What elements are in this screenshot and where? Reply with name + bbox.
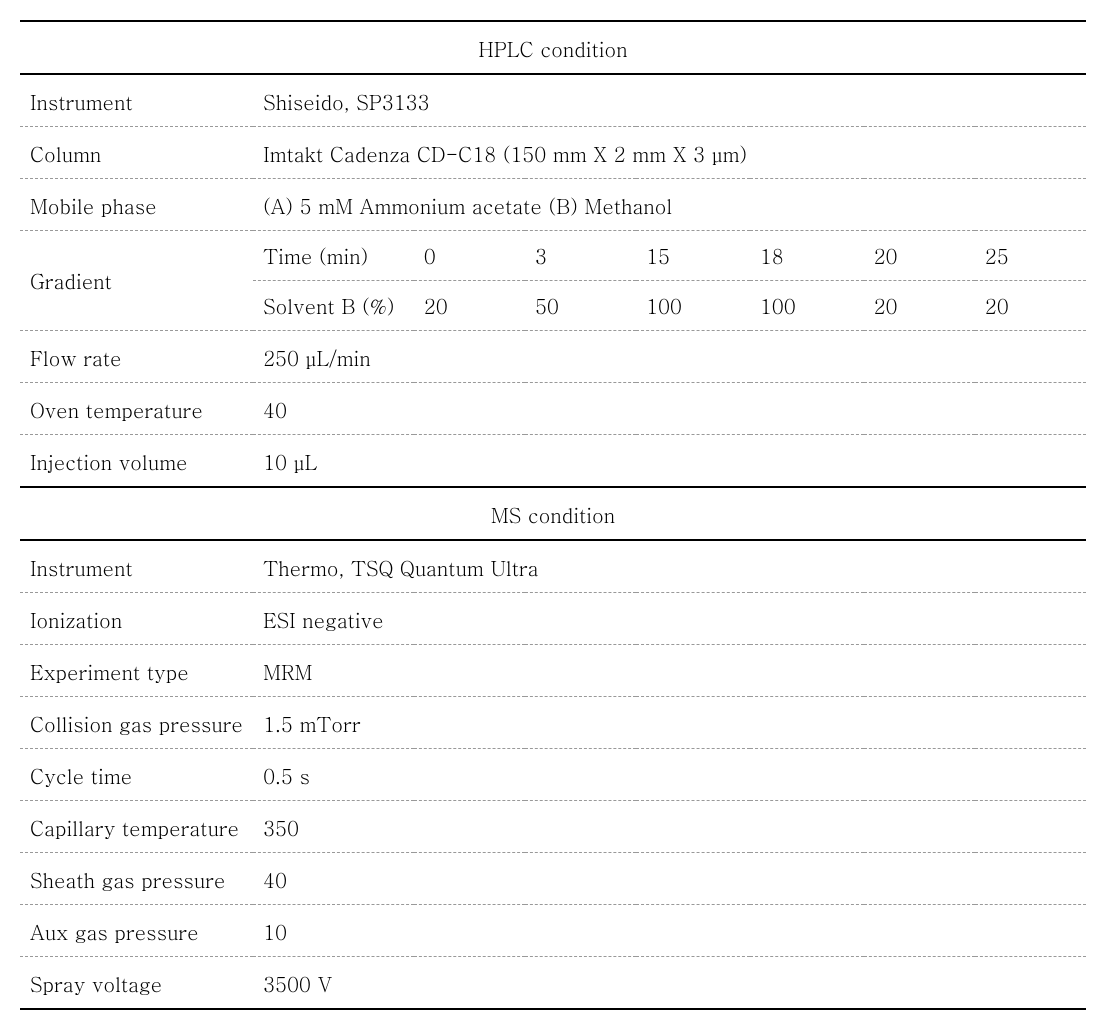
ms-exptype-label: Experiment type bbox=[20, 645, 253, 697]
ms-spray-label: Spray voltage bbox=[20, 957, 253, 1010]
ms-ionization-label: Ionization bbox=[20, 593, 253, 645]
hplc-column-label: Column bbox=[20, 127, 253, 179]
hplc-injvol-value: 10 µL bbox=[253, 435, 1086, 488]
ms-instrument-value: Thermo, TSQ Quantum Ultra bbox=[253, 540, 1086, 593]
gradient-time-0: 0 bbox=[414, 231, 525, 281]
hplc-header-row: HPLC condition bbox=[20, 21, 1086, 74]
ms-spray-value: 3500 V bbox=[253, 957, 1086, 1010]
hplc-column-row: Column Imtakt Cadenza CD-C18 (150 mm X 2… bbox=[20, 127, 1086, 179]
gradient-time-row: Gradient Time (min) 0 3 15 18 20 25 bbox=[20, 231, 1086, 281]
ms-spray-row: Spray voltage 3500 V bbox=[20, 957, 1086, 1010]
ms-exptype-value: MRM bbox=[253, 645, 1086, 697]
hplc-instrument-row: Instrument Shiseido, SP3133 bbox=[20, 74, 1086, 127]
hplc-mobilephase-value: (A) 5 mM Ammonium acetate (B) Methanol bbox=[253, 179, 1086, 231]
ms-ionization-value: ESI negative bbox=[253, 593, 1086, 645]
gradient-time-2: 15 bbox=[636, 231, 750, 281]
gradient-solvent-5: 20 bbox=[975, 281, 1086, 331]
ms-title: MS condition bbox=[20, 487, 1086, 540]
ms-instrument-row: Instrument Thermo, TSQ Quantum Ultra bbox=[20, 540, 1086, 593]
hplc-instrument-label: Instrument bbox=[20, 74, 253, 127]
ms-captemp-value: 350 bbox=[253, 801, 1086, 853]
ms-aux-row: Aux gas pressure 10 bbox=[20, 905, 1086, 957]
ms-collgas-row: Collision gas pressure 1.5 mTorr bbox=[20, 697, 1086, 749]
gradient-label: Gradient bbox=[20, 231, 253, 331]
gradient-solvent-0: 20 bbox=[414, 281, 525, 331]
hplc-flowrate-label: Flow rate bbox=[20, 331, 253, 383]
hplc-oventemp-value: 40 bbox=[253, 383, 1086, 435]
hplc-oventemp-label: Oven temperature bbox=[20, 383, 253, 435]
gradient-time-4: 20 bbox=[864, 231, 975, 281]
ms-sheath-label: Sheath gas pressure bbox=[20, 853, 253, 905]
hplc-mobilephase-row: Mobile phase (A) 5 mM Ammonium acetate (… bbox=[20, 179, 1086, 231]
gradient-solvent-3: 100 bbox=[750, 281, 864, 331]
ms-cycletime-row: Cycle time 0.5 s bbox=[20, 749, 1086, 801]
hplc-title: HPLC condition bbox=[20, 21, 1086, 74]
hplc-injvol-label: Injection volume bbox=[20, 435, 253, 488]
ms-cycletime-label: Cycle time bbox=[20, 749, 253, 801]
conditions-table: HPLC condition Instrument Shiseido, SP31… bbox=[20, 20, 1086, 1010]
hplc-oventemp-row: Oven temperature 40 bbox=[20, 383, 1086, 435]
gradient-time-5: 25 bbox=[975, 231, 1086, 281]
gradient-solvent-2: 100 bbox=[636, 281, 750, 331]
hplc-injvol-row: Injection volume 10 µL bbox=[20, 435, 1086, 488]
ms-collgas-value: 1.5 mTorr bbox=[253, 697, 1086, 749]
gradient-time-label: Time (min) bbox=[253, 231, 414, 281]
gradient-solvent-1: 50 bbox=[525, 281, 636, 331]
ms-captemp-label: Capillary temperature bbox=[20, 801, 253, 853]
gradient-solvent-4: 20 bbox=[864, 281, 975, 331]
hplc-column-value: Imtakt Cadenza CD-C18 (150 mm X 2 mm X 3… bbox=[253, 127, 1086, 179]
hplc-instrument-value: Shiseido, SP3133 bbox=[253, 74, 1086, 127]
ms-captemp-row: Capillary temperature 350 bbox=[20, 801, 1086, 853]
gradient-time-1: 3 bbox=[525, 231, 636, 281]
ms-exptype-row: Experiment type MRM bbox=[20, 645, 1086, 697]
ms-ionization-row: Ionization ESI negative bbox=[20, 593, 1086, 645]
ms-header-row: MS condition bbox=[20, 487, 1086, 540]
ms-cycletime-value: 0.5 s bbox=[253, 749, 1086, 801]
hplc-mobilephase-label: Mobile phase bbox=[20, 179, 253, 231]
ms-sheath-value: 40 bbox=[253, 853, 1086, 905]
ms-sheath-row: Sheath gas pressure 40 bbox=[20, 853, 1086, 905]
ms-collgas-label: Collision gas pressure bbox=[20, 697, 253, 749]
gradient-time-3: 18 bbox=[750, 231, 864, 281]
hplc-flowrate-row: Flow rate 250 µL/min bbox=[20, 331, 1086, 383]
ms-aux-label: Aux gas pressure bbox=[20, 905, 253, 957]
hplc-flowrate-value: 250 µL/min bbox=[253, 331, 1086, 383]
gradient-solvent-label: Solvent B (%) bbox=[253, 281, 414, 331]
ms-aux-value: 10 bbox=[253, 905, 1086, 957]
ms-instrument-label: Instrument bbox=[20, 540, 253, 593]
